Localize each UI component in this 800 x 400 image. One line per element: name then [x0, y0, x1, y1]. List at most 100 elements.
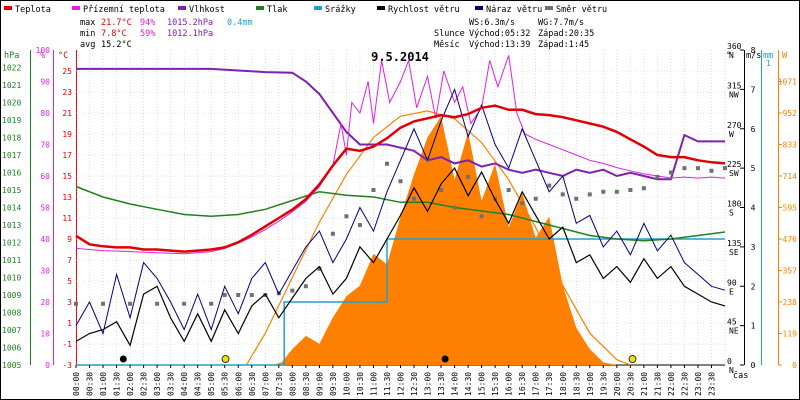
- x-tick-label: 17:30: [545, 372, 554, 396]
- wind-dir-point: [506, 188, 511, 192]
- chart-title: 9.5.2014: [371, 50, 429, 64]
- x-tick-label: 19:30: [599, 372, 608, 396]
- wind-dir-point: [723, 166, 727, 171]
- hpa-tick-label: 1015: [2, 186, 21, 195]
- legend-label: Rychlost větru: [388, 5, 460, 15]
- wind-speed-line: [75, 167, 726, 347]
- x-tick-label: 22:30: [680, 372, 689, 396]
- legend-label: Tlak: [267, 5, 287, 15]
- wind-dir-point: [303, 284, 308, 289]
- ms-tick-label: 2: [751, 282, 756, 291]
- x-tick-label: 08:30: [302, 372, 311, 396]
- x-tick-label: 21:30: [653, 372, 662, 396]
- x-tick-label: 00:00: [72, 372, 81, 396]
- axis-ticks: 1005100610071008100910101011101210131014…: [2, 42, 797, 375]
- hpa-tick-label: 1017: [2, 151, 21, 160]
- x-tick-label: 13:30: [437, 372, 446, 396]
- dir-tick-compass: SE: [729, 248, 739, 257]
- axis-unit-temp: °C: [58, 51, 68, 61]
- dir-tick-label: 0: [727, 357, 732, 366]
- wm2-tick-label: 476: [783, 235, 798, 244]
- legend: Teplota Přízemní teplota Vlhkost Tlak Srážky…: [4, 5, 607, 15]
- moon-marker: [441, 355, 449, 363]
- hpa-tick-label: 1021: [2, 81, 21, 90]
- sun-rise: Východ:05:32: [469, 29, 530, 39]
- dir-tick-compass: S: [729, 209, 734, 218]
- moon-marker: [119, 355, 127, 363]
- x-tick-label: 16:00: [505, 372, 514, 396]
- legend-label: Směr větru: [556, 5, 607, 15]
- wm2-tick-label: 238: [783, 298, 798, 307]
- wm2-tick-label: 119: [783, 330, 798, 339]
- dir-tick-compass: N: [729, 366, 734, 375]
- ms-tick-label: 4: [751, 204, 756, 213]
- temp-tick-label: 19: [62, 130, 72, 139]
- legend-label: Vlhkost: [189, 5, 225, 15]
- wind-dir-point: [371, 188, 376, 192]
- wind-dir-point: [547, 183, 552, 188]
- x-tick-label: 17:00: [532, 372, 541, 396]
- wm2-tick-label: 595: [783, 204, 798, 213]
- x-tick-label: 18:00: [559, 372, 568, 396]
- x-tick-label: 19:00: [586, 372, 595, 396]
- x-tick-label: 23:00: [694, 372, 703, 396]
- sun-marker: [221, 355, 230, 363]
- temp-tick-label: 7: [67, 256, 72, 265]
- wind-dir-point: [587, 192, 592, 197]
- x-tick-label: 02:00: [126, 372, 135, 396]
- hpa-tick-label: 1005: [2, 361, 21, 370]
- wind-dir-point: [560, 192, 565, 197]
- x-tick-label: 07:30: [275, 372, 284, 396]
- legend-swatch: [256, 6, 264, 10]
- legend-swatch: [314, 6, 322, 10]
- stats-max-rain: 0.4mm: [227, 18, 253, 28]
- temp-tick-label: 23: [62, 88, 72, 97]
- dir-tick-label: 270: [727, 121, 742, 130]
- stats-min-press: 1012.1hPa: [167, 29, 213, 39]
- wind-dir-point: [614, 189, 619, 194]
- dir-tick-compass: N: [729, 51, 734, 60]
- x-tick-label: 18:30: [572, 372, 581, 396]
- wind-dir-point: [330, 231, 335, 236]
- x-tick-label: 12:30: [410, 372, 419, 396]
- x-tick-label: 04:00: [180, 372, 189, 396]
- wind-dir-point: [209, 301, 214, 306]
- dir-tick-compass: E: [729, 287, 734, 296]
- x-tick-label: 06:30: [248, 372, 257, 396]
- temp-tick-label: 25: [62, 67, 72, 76]
- axis-unit-ms: m/s: [746, 51, 761, 61]
- sun-marker: [628, 355, 637, 363]
- ms-tick-label: 5: [751, 164, 756, 173]
- x-tick-label: 02:30: [140, 372, 149, 396]
- x-tick-label: 03:00: [153, 372, 162, 396]
- moon-set: Západ:1:45: [538, 40, 589, 50]
- temp-tick-label: -3: [62, 361, 72, 370]
- x-tick-label: 15:00: [478, 372, 487, 396]
- stats-avg-label: avg: [80, 40, 95, 50]
- wind-dir-point: [709, 168, 714, 173]
- temp-tick-label: 21: [62, 109, 72, 118]
- hpa-tick-label: 1013: [2, 221, 21, 230]
- moon-rise: Východ:13:39: [469, 40, 530, 50]
- stats-min-label: min: [80, 29, 95, 39]
- pct-tick-label: 100: [36, 46, 51, 55]
- legend-swatch: [377, 6, 385, 10]
- axis-unit-wm2: W: [782, 51, 788, 61]
- sun-label: Slunce: [434, 29, 465, 39]
- dir-tick-compass: W: [729, 130, 734, 139]
- x-tick-label: 01:30: [113, 372, 122, 396]
- temperature-line: [75, 104, 726, 253]
- legend-swatch: [475, 6, 483, 10]
- wind-dir-point: [641, 186, 646, 191]
- legend-swatch: [178, 6, 186, 10]
- wind-dir-point: [290, 288, 295, 293]
- hpa-tick-label: 1011: [2, 256, 21, 265]
- wind-dir-point: [344, 214, 349, 219]
- wm2-tick-label: 1071: [778, 78, 797, 87]
- x-axis: 00:00 00:30 01:00 01:30 02:00 02:30 03:00 03:30…: [72, 365, 716, 396]
- stats-max-label: max: [80, 18, 95, 28]
- dir-tick-label: 135: [727, 239, 742, 248]
- temp-tick-label: 15: [62, 172, 72, 181]
- dir-tick-label: 180: [727, 200, 742, 209]
- pct-tick-label: 0: [45, 361, 50, 370]
